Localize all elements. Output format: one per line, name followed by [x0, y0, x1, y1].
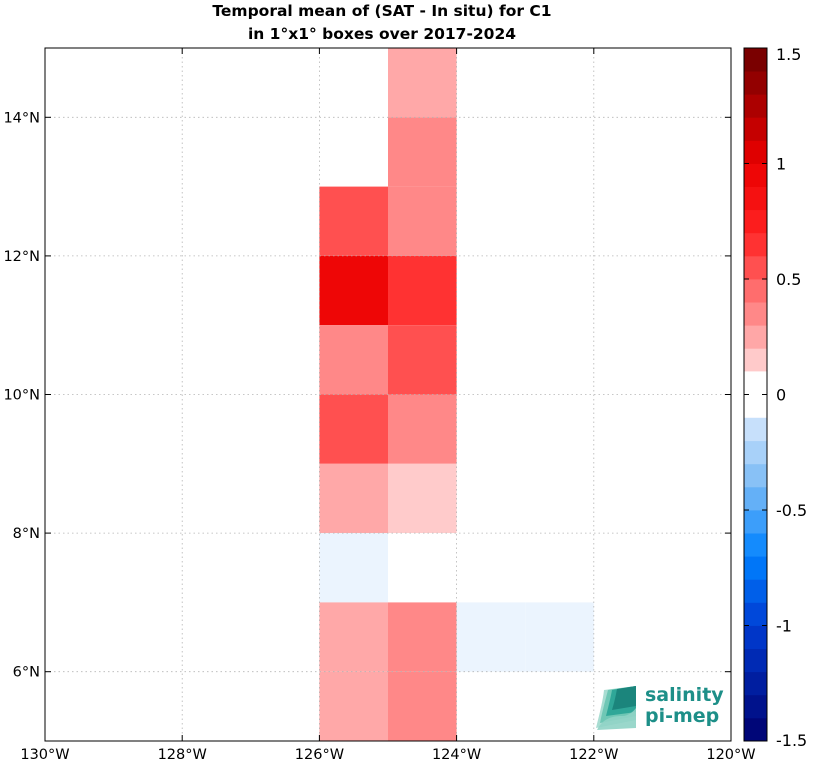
heatmap-cell	[388, 671, 457, 741]
colorbar-segment	[744, 279, 767, 303]
heatmap-cell	[319, 671, 388, 741]
colorbar-segment	[744, 579, 767, 603]
y-tick-label: 8°N	[13, 526, 40, 542]
logo-line1: salinity	[645, 684, 724, 706]
y-tick-label: 12°N	[3, 249, 40, 265]
x-tick-label: 124°W	[432, 747, 481, 763]
colorbar-segment	[744, 717, 767, 742]
heatmap-cell	[319, 602, 388, 672]
colorbar-segment	[744, 417, 767, 442]
chart-title-line1: Temporal mean of (SAT - In situ) for C1	[212, 2, 551, 20]
y-tick-label: 10°N	[3, 388, 40, 404]
x-tick-label: 122°W	[569, 747, 618, 763]
x-tick-label: 126°W	[295, 747, 344, 763]
colorbar: 1.5 1 0.5 0 -0.5 -1 -1.5	[743, 45, 807, 750]
heatmap-cell	[525, 602, 594, 672]
colorbar-segment	[744, 209, 767, 234]
y-tick-label: 14°N	[3, 110, 40, 126]
colorbar-ticks: 1.5 1 0.5 0 -0.5 -1 -1.5	[744, 45, 807, 750]
heatmap-cell	[319, 533, 388, 603]
colorbar-segment	[744, 602, 767, 626]
heatmap-cell	[388, 394, 457, 464]
chart-title-line2: in 1°x1° boxes over 2017-2024	[248, 25, 516, 43]
colorbar-tick-label: 0	[776, 386, 786, 405]
map-plot-area: 130°W 128°W 126°W 124°W 122°W 120°W 6°N 8°N 10°N…	[3, 47, 756, 763]
heatmap-cell	[319, 463, 388, 534]
heatmap-cell	[388, 255, 457, 326]
colorbar-segment	[744, 463, 767, 488]
heatmap-cell	[319, 255, 388, 326]
x-tick-label: 120°W	[706, 747, 755, 763]
y-tick-label: 6°N	[13, 665, 40, 681]
axis-ticks: 130°W 128°W 126°W 124°W 122°W 120°W 6°N 8°N 10°N…	[3, 48, 756, 763]
heatmap-cell	[388, 533, 457, 603]
heatmap-cell	[388, 117, 457, 187]
colorbar-segment	[744, 348, 767, 372]
logo-line2: pi-mep	[645, 705, 719, 727]
x-tick-label: 130°W	[20, 747, 69, 763]
heatmap-cell	[319, 325, 388, 395]
heatmap-cell	[319, 394, 388, 464]
salinity-pimep-logo: salinity pi-mep	[596, 684, 724, 730]
colorbar-segment	[744, 325, 767, 349]
heatmap-cell	[319, 186, 388, 256]
colorbar-segments	[744, 48, 767, 742]
colorbar-segment	[744, 186, 767, 211]
gridlines	[45, 48, 731, 741]
colorbar-segment	[744, 510, 767, 534]
colorbar-segment	[744, 163, 767, 187]
colorbar-segment	[744, 694, 767, 719]
colorbar-segment	[744, 486, 767, 511]
colorbar-segment	[744, 117, 767, 141]
colorbar-segment	[744, 625, 767, 649]
colorbar-segment	[744, 232, 767, 257]
heatmap-cell	[388, 325, 457, 395]
colorbar-segment	[744, 556, 767, 580]
x-tick-label: 128°W	[158, 747, 207, 763]
heatmap-cell	[388, 48, 457, 118]
colorbar-segment	[744, 94, 767, 118]
colorbar-tick-label: -0.5	[776, 501, 807, 520]
colorbar-tick-label: 1	[776, 155, 786, 174]
heatmap-cells	[319, 48, 594, 741]
colorbar-segment	[744, 533, 767, 557]
colorbar-tick-label: 0.5	[776, 270, 801, 289]
heatmap-cell	[388, 186, 457, 256]
heatmap-cell	[388, 602, 457, 672]
colorbar-tick-label: -1.5	[776, 731, 807, 750]
colorbar-segment	[744, 648, 767, 673]
colorbar-segment	[744, 302, 767, 326]
colorbar-zero-band	[744, 371, 767, 418]
colorbar-tick-label: 1.5	[776, 45, 801, 64]
heatmap-cell	[456, 602, 526, 672]
wave-logo-icon	[596, 686, 636, 730]
colorbar-segment	[744, 671, 767, 696]
colorbar-tick-label: -1	[776, 617, 792, 636]
colorbar-segment	[744, 71, 767, 95]
heatmap-cell	[388, 463, 457, 534]
colorbar-segment	[744, 440, 767, 465]
colorbar-segment	[744, 48, 767, 72]
colorbar-segment	[744, 140, 767, 164]
colorbar-segment	[744, 255, 767, 280]
